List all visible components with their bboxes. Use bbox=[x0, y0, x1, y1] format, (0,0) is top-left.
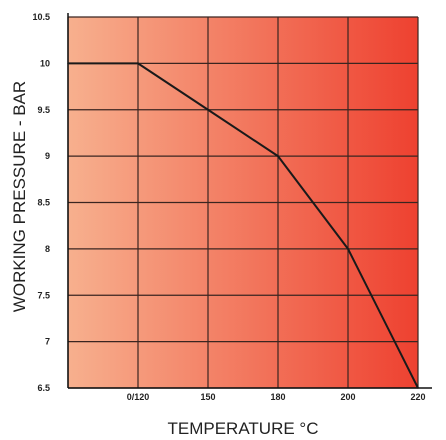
series-line-0 bbox=[68, 62, 419, 389]
x-axis-title: TEMPERATURE °C bbox=[168, 419, 319, 438]
y-axis-title: WORKING PRESSURE - BAR bbox=[10, 81, 29, 312]
data-point-3 bbox=[277, 155, 279, 157]
data-point-2 bbox=[207, 108, 209, 111]
data-point-1 bbox=[137, 62, 139, 65]
y-tick-labels: 6.5 7 7.5 8 8.5 9 9.5 10 10.5 bbox=[32, 12, 50, 393]
y-tick-label: 7 bbox=[45, 337, 50, 347]
y-tick-label: 10.5 bbox=[32, 12, 50, 22]
data-series bbox=[67, 62, 419, 389]
data-point-5 bbox=[417, 387, 419, 389]
x-tick-label: 150 bbox=[200, 392, 215, 402]
x-tick-labels: 0/120 150 180 200 220 bbox=[127, 392, 426, 402]
y-tick-label: 6.5 bbox=[37, 383, 50, 393]
x-tick-label: 200 bbox=[340, 392, 355, 402]
x-tick-label: 0/120 bbox=[127, 392, 150, 402]
y-tick-label: 8 bbox=[45, 244, 50, 254]
y-tick-label: 9.5 bbox=[37, 105, 50, 115]
y-tick-label: 8.5 bbox=[37, 198, 50, 208]
x-tick-label: 220 bbox=[410, 392, 425, 402]
axes bbox=[67, 13, 432, 389]
y-tick-label: 9 bbox=[45, 151, 50, 161]
x-tick-label: 180 bbox=[270, 392, 285, 402]
y-tick-label: 7.5 bbox=[37, 290, 50, 300]
data-point-0 bbox=[67, 62, 69, 65]
data-point-4 bbox=[347, 248, 349, 250]
y-tick-label: 10 bbox=[40, 58, 50, 68]
